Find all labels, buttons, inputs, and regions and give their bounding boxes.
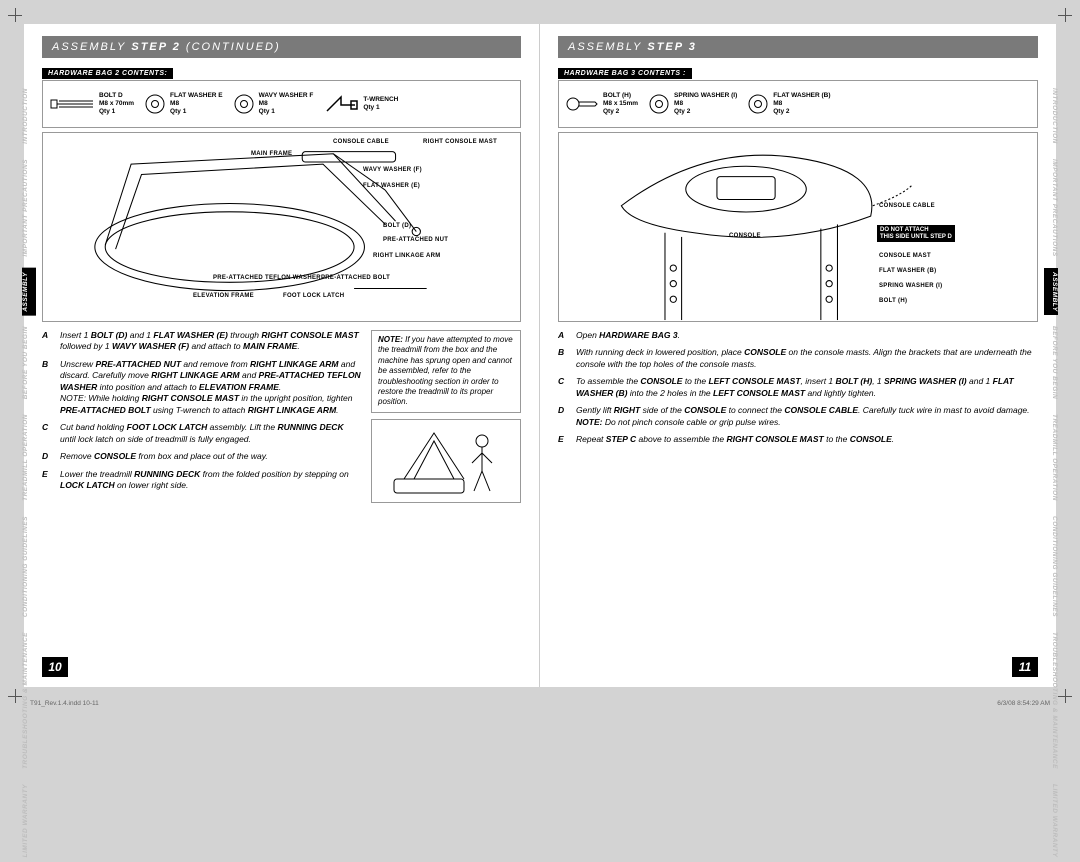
section-tab: ASSEMBLY xyxy=(1044,268,1058,316)
instruction-columns-left: AInsert 1 BOLT (D) and 1 FLAT WASHER (E)… xyxy=(42,330,521,503)
title-main: STEP 3 xyxy=(647,41,697,53)
callout: FLAT WASHER (B) xyxy=(879,268,936,274)
section-tab: CONDITIONING GUIDELINES xyxy=(1044,512,1058,621)
title-prefix: ASSEMBLY xyxy=(52,41,126,53)
do-not-attach-label: DO NOT ATTACHTHIS SIDE UNTIL STEP D xyxy=(877,225,955,242)
callout: FLAT WASHER (E) xyxy=(363,183,420,189)
side-tabs-right: INTRODUCTION IMPORTANT PRECAUTIONS ASSEMBL… xyxy=(1044,84,1058,862)
page-right: INTRODUCTION IMPORTANT PRECAUTIONS ASSEMBL… xyxy=(540,24,1056,687)
hardware-item: BOLT (H)M8 x 15mmQty 2 xyxy=(565,92,638,115)
callout: CONSOLE MAST xyxy=(879,253,931,259)
callout: BOLT (H) xyxy=(879,298,907,304)
instruction-step: ERepeat STEP C above to assemble the RIG… xyxy=(558,434,1038,445)
instruction-step: AInsert 1 BOLT (D) and 1 FLAT WASHER (E)… xyxy=(42,330,361,353)
note-box: NOTE: If you have attempted to move the … xyxy=(371,330,521,413)
callout: CONSOLE CABLE xyxy=(333,139,389,145)
print-footer: T91_Rev.1.4.indd 10-11 6/3/08 8:54:29 AM xyxy=(30,700,1050,707)
callout: WAVY WASHER (F) xyxy=(363,167,422,173)
section-tab: INTRODUCTION xyxy=(22,84,36,148)
callout: BOLT (D) xyxy=(383,223,411,229)
hardware-item: T-WRENCHQty 1 xyxy=(323,93,398,115)
title-bar-right: ASSEMBLY STEP 3 xyxy=(558,36,1038,58)
title-main: STEP 2 xyxy=(131,41,181,53)
section-tab: IMPORTANT PRECAUTIONS xyxy=(22,155,36,261)
callout: PRE-ATTACHED NUT xyxy=(383,237,448,243)
hardware-box-right: HARDWARE BAG 3 CONTENTS : BOLT (H)M8 x 1… xyxy=(558,62,1038,128)
hardware-item: FLAT WASHER EM8Qty 1 xyxy=(144,92,223,115)
title-suffix: (CONTINUED) xyxy=(186,41,281,53)
section-tab: BEFORE YOU BEGIN xyxy=(1044,322,1058,403)
hardware-item: FLAT WASHER (B)M8Qty 2 xyxy=(747,92,830,115)
instruction-step: AOpen HARDWARE BAG 3. xyxy=(558,330,1038,341)
section-tab: TREADMILL OPERATION xyxy=(22,410,36,505)
callout: RIGHT LINKAGE ARM xyxy=(373,253,441,259)
instruction-step: DRemove CONSOLE from box and place out o… xyxy=(42,451,361,462)
page-spread: INTRODUCTION IMPORTANT PRECAUTIONS ASSEMBL… xyxy=(24,24,1056,687)
footer-file: T91_Rev.1.4.indd 10-11 xyxy=(30,700,99,707)
callout: MAIN FRAME xyxy=(251,151,292,157)
section-tab: ASSEMBLY xyxy=(22,268,36,316)
instruction-step: CTo assemble the CONSOLE to the LEFT CON… xyxy=(558,376,1038,399)
hardware-bag-label: HARDWARE BAG 3 CONTENTS : xyxy=(558,68,692,79)
footer-timestamp: 6/3/08 8:54:29 AM xyxy=(997,700,1050,707)
section-tab: IMPORTANT PRECAUTIONS xyxy=(1044,155,1058,261)
assembly-diagram-right: CONSOLE CABLE CONSOLE CONSOLE MAST FLAT … xyxy=(558,132,1038,322)
title-prefix: ASSEMBLY xyxy=(568,41,642,53)
callout: CONSOLE xyxy=(729,233,761,239)
page-number-left: 10 xyxy=(42,657,68,677)
section-tab: LIMITED WARRANTY xyxy=(22,780,36,861)
instruction-columns-right: AOpen HARDWARE BAG 3. BWith running deck… xyxy=(558,330,1038,452)
callout: ELEVATION FRAME xyxy=(193,293,254,299)
instruction-step: DGently lift RIGHT side of the CONSOLE t… xyxy=(558,405,1038,428)
page-number-right: 11 xyxy=(1012,657,1038,677)
callout: SPRING WASHER (I) xyxy=(879,283,942,289)
treadmill-line-art xyxy=(43,133,520,322)
section-tab: LIMITED WARRANTY xyxy=(1044,780,1058,861)
side-tabs-left: INTRODUCTION IMPORTANT PRECAUTIONS ASSEMBL… xyxy=(22,84,36,862)
instruction-step: BUnscrew PRE-ATTACHED NUT and remove fro… xyxy=(42,359,361,416)
console-line-art xyxy=(559,133,1037,322)
section-tab: BEFORE YOU BEGIN xyxy=(22,322,36,403)
callout: PRE-ATTACHED BOLT xyxy=(321,275,390,281)
hardware-box-left: HARDWARE BAG 2 CONTENTS: BOLT DM8 x 70mm… xyxy=(42,62,521,128)
instruction-step: ELower the treadmill RUNNING DECK from t… xyxy=(42,469,361,492)
hardware-item: SPRING WASHER (I)M8Qty 2 xyxy=(648,92,737,115)
section-tab: INTRODUCTION xyxy=(1044,84,1058,148)
callout: FOOT LOCK LATCH xyxy=(283,293,344,299)
folding-figure xyxy=(371,419,521,503)
assembly-diagram-left: MAIN FRAME CONSOLE CABLE RIGHT CONSOLE M… xyxy=(42,132,521,322)
hardware-item: BOLT DM8 x 70mmQty 1 xyxy=(49,92,134,115)
title-bar-left: ASSEMBLY STEP 2 (CONTINUED) xyxy=(42,36,521,58)
section-tab: CONDITIONING GUIDELINES xyxy=(22,512,36,621)
hardware-bag-label: HARDWARE BAG 2 CONTENTS: xyxy=(42,68,173,79)
page-left: INTRODUCTION IMPORTANT PRECAUTIONS ASSEMBL… xyxy=(24,24,540,687)
callout: RIGHT CONSOLE MAST xyxy=(423,139,497,145)
callout: PRE-ATTACHED TEFLON WASHER xyxy=(213,275,321,281)
callout: CONSOLE CABLE xyxy=(879,203,935,209)
instruction-step: BWith running deck in lowered position, … xyxy=(558,347,1038,370)
section-tab: TREADMILL OPERATION xyxy=(1044,410,1058,505)
instruction-step: CCut band holding FOOT LOCK LATCH assemb… xyxy=(42,422,361,445)
hardware-item: WAVY WASHER FM8Qty 1 xyxy=(233,92,314,115)
